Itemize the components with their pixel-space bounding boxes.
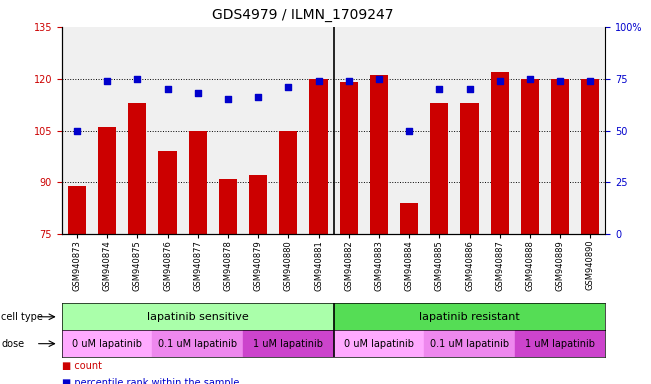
Bar: [62, 330, 152, 357]
Point: [585, 78, 596, 84]
Bar: [333, 303, 605, 330]
Point: [525, 76, 535, 82]
Text: GDS4979 / ILMN_1709247: GDS4979 / ILMN_1709247: [212, 8, 393, 22]
Text: cell type: cell type: [1, 312, 43, 322]
Bar: [152, 330, 243, 357]
Bar: [309, 79, 327, 234]
Point: [102, 78, 113, 84]
Point: [162, 86, 173, 92]
Text: 0.1 uM lapatinib: 0.1 uM lapatinib: [158, 339, 238, 349]
Point: [132, 76, 143, 82]
Point: [434, 86, 445, 92]
Bar: [279, 131, 298, 234]
Bar: [521, 79, 539, 234]
Bar: [424, 330, 515, 357]
Text: ■ count: ■ count: [62, 361, 102, 371]
Bar: [249, 175, 267, 234]
Point: [555, 78, 565, 84]
Point: [223, 96, 233, 103]
Bar: [400, 203, 418, 234]
Point: [253, 94, 264, 101]
Bar: [68, 186, 86, 234]
Bar: [62, 303, 333, 330]
Point: [193, 90, 203, 96]
Bar: [219, 179, 237, 234]
Point: [374, 76, 384, 82]
Text: 1 uM lapatinib: 1 uM lapatinib: [525, 339, 595, 349]
Point: [464, 86, 475, 92]
Bar: [491, 72, 509, 234]
Bar: [158, 151, 176, 234]
Bar: [460, 103, 478, 234]
Text: 0 uM lapatinib: 0 uM lapatinib: [72, 339, 142, 349]
Bar: [515, 330, 605, 357]
Text: lapatinib resistant: lapatinib resistant: [419, 312, 520, 322]
Point: [404, 127, 414, 134]
Bar: [581, 79, 600, 234]
Point: [72, 127, 82, 134]
Bar: [340, 82, 358, 234]
Bar: [98, 127, 116, 234]
Point: [283, 84, 294, 90]
Bar: [551, 79, 569, 234]
Text: ■ percentile rank within the sample: ■ percentile rank within the sample: [62, 378, 239, 384]
Bar: [243, 330, 333, 357]
Text: lapatinib sensitive: lapatinib sensitive: [147, 312, 249, 322]
Text: dose: dose: [1, 339, 25, 349]
Bar: [189, 131, 207, 234]
Text: 0.1 uM lapatinib: 0.1 uM lapatinib: [430, 339, 509, 349]
Text: 1 uM lapatinib: 1 uM lapatinib: [253, 339, 324, 349]
Bar: [333, 330, 424, 357]
Bar: [370, 75, 388, 234]
Point: [495, 78, 505, 84]
Text: 0 uM lapatinib: 0 uM lapatinib: [344, 339, 414, 349]
Bar: [430, 103, 449, 234]
Point: [313, 78, 324, 84]
Bar: [128, 103, 146, 234]
Point: [344, 78, 354, 84]
